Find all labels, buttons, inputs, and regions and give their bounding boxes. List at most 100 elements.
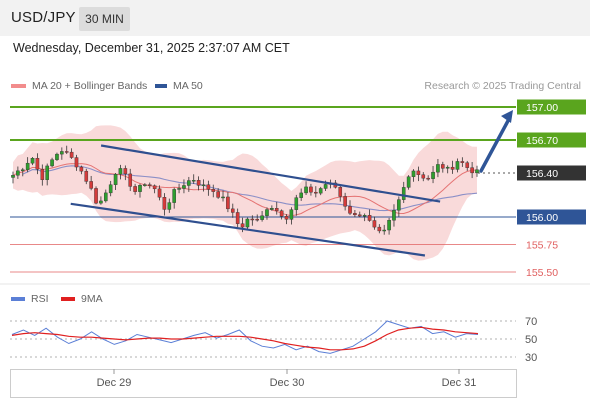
candle-up [323,184,328,189]
candle-up [387,220,391,231]
candle-up [401,187,406,200]
candle-up [191,180,196,182]
candle-down [128,173,133,187]
candle-down [343,196,347,207]
candle-down [250,218,255,221]
level-tag-156-40: 156.40 [526,168,558,180]
candle-up [304,186,308,194]
candle-up [475,169,479,174]
legend-ma50-label: MA 50 [173,80,203,92]
legend-ma20: MA 20 + Bollinger Bands [11,80,147,92]
candle-up [167,202,172,210]
candle-down [470,167,474,174]
candle-up [245,218,250,228]
legend-ma20-label: MA 20 + Bollinger Bands [32,80,148,92]
candle-down [279,210,284,217]
chart-header: USD/JPY 30 MIN [0,0,590,36]
candle-down [216,191,220,198]
timeframe-badge[interactable]: 30 MIN [79,7,130,31]
candle-up [143,184,147,186]
rsi-ma-line [11,326,479,351]
candle-down [147,184,152,186]
candle-down [162,197,167,210]
level-tag-bg [517,132,586,148]
candle-down [79,166,84,172]
candle-up [265,209,269,216]
candle-up [431,171,435,179]
candle-up [201,184,206,186]
legend-rsi-ma-label: 9MA [81,293,103,305]
candle-up [455,161,460,170]
candle-down [40,168,45,180]
candle-up [138,185,142,192]
ma20-swatch [11,84,26,88]
candle-up [299,192,303,198]
candle-down [357,214,362,217]
candle-up [382,229,387,232]
candle-down [421,174,426,179]
level-tag-156-00: 156.00 [526,212,558,224]
candle-up [99,200,103,204]
candle-down [152,185,157,190]
candle-up [436,164,440,173]
candle-up [187,180,191,186]
candle-up [45,165,49,180]
candle-up [177,188,181,190]
candle-down [133,186,137,192]
legend-rsi: RSI [11,293,49,305]
level-tag-bg [517,209,586,225]
x-tick-label: Dec 29 [97,377,132,389]
candle-down [441,164,445,169]
candle-down [372,220,377,228]
ma50-swatch [155,84,167,88]
candle-down [240,223,245,228]
level-tag-155-75: 155.75 [526,240,558,252]
candle-up [221,196,225,199]
candle-up [30,158,35,164]
candle-down [226,196,230,210]
candle-up [445,166,450,169]
candle-up [16,170,20,176]
candle-up [182,185,186,189]
candle-up [25,162,30,170]
candle-up [11,175,15,178]
candle-up [60,151,64,155]
candle-down [353,213,357,216]
candle-down [255,218,260,221]
level-tag-157-00: 157.00 [526,102,558,114]
candle-down [348,206,352,214]
forecast-arrow-head [501,110,513,123]
timestamp: Wednesday, December 31, 2025 2:37:07 AM … [13,41,290,55]
candle-down [74,157,79,168]
level-tag-155-50: 155.50 [526,267,558,279]
candle-up [270,208,274,210]
candle-up [294,197,299,210]
candle-down [157,188,162,198]
candle-down [367,215,372,221]
ma20-line [12,163,478,217]
legend-rsi-ma: 9MA [61,293,103,305]
candle-down [196,180,201,186]
candle-down [416,170,421,175]
bollinger-band [13,125,477,261]
candle-down [465,162,470,168]
candle-down [64,151,69,153]
candle-up [20,169,25,172]
candle-down [206,184,211,190]
channel-lower-line [70,202,426,257]
candle-down [274,208,279,211]
source-credit: Research © 2025 Trading Central [424,80,581,92]
candle-down [69,151,74,158]
rsi-tick-70: 70 [525,316,537,328]
rsi-tick-50: 50 [525,334,537,346]
candle-down [230,208,235,213]
candle-up [55,153,59,160]
candle-down [284,216,289,220]
candle-down [84,170,89,182]
candle-down [235,212,240,224]
candle-up [260,215,264,220]
time-axis-frame [10,369,517,398]
candle-up [108,184,113,194]
candle-down [35,158,40,170]
